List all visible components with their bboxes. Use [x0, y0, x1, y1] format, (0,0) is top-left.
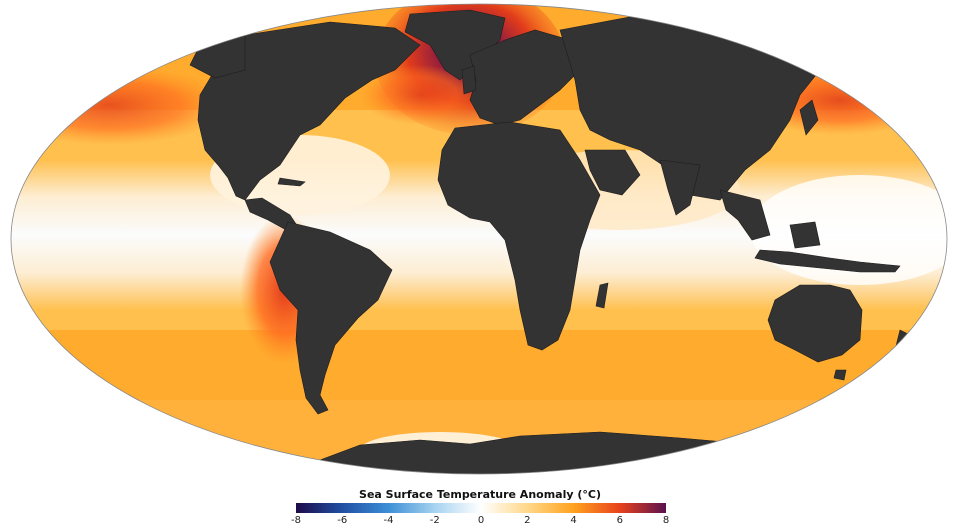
borneo: [789, 221, 821, 249]
land-layer: [189, 9, 911, 474]
british-isles: [461, 65, 477, 95]
colorbar-fill: [296, 503, 666, 513]
colorbar-tick-label: -4: [383, 515, 394, 526]
sst-anomaly-map: [10, 3, 948, 475]
arabia: [584, 149, 641, 196]
south-america: [269, 221, 393, 415]
legend: Sea Surface Temperature Anomaly (°C) -8 -…: [0, 480, 960, 528]
colorbar-tick-label: 2: [524, 515, 531, 526]
colorbar-tick-label: -6: [337, 515, 348, 526]
southeast-asia: [719, 189, 771, 241]
indonesia: [754, 249, 901, 273]
globe-outline: [10, 3, 948, 475]
india: [659, 159, 701, 216]
north-pacific-hotspot: [11, 65, 230, 145]
colorbar-tick-label: 6: [616, 515, 623, 526]
madagascar: [595, 282, 609, 309]
colorbar-tick-label: 0: [477, 515, 485, 526]
world-map: [10, 3, 948, 475]
colorbar: [296, 503, 666, 513]
australia: [767, 284, 863, 363]
africa: [437, 121, 601, 351]
colorbar-tick-label: -2: [429, 515, 440, 526]
legend-title: Sea Surface Temperature Anomaly (°C): [359, 488, 601, 501]
japan: [799, 99, 819, 136]
colorbar-tick-label: 4: [570, 515, 577, 526]
colorbar-tick-label: 8: [662, 515, 670, 526]
tasmania: [833, 369, 847, 381]
caribbean: [277, 177, 306, 187]
north-america: [197, 21, 421, 201]
colorbar-tick-label: -8: [291, 515, 301, 526]
europe: [469, 29, 581, 126]
